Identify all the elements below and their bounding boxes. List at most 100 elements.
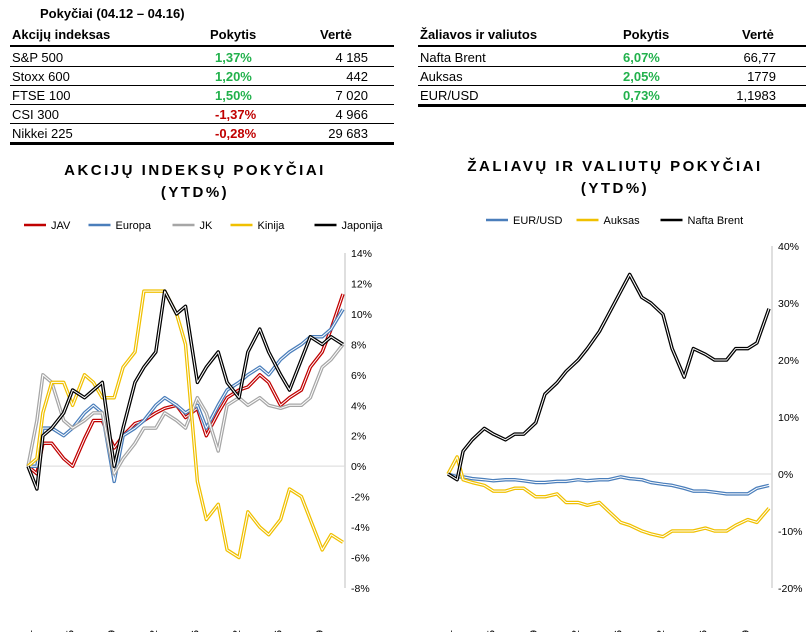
header-divider: [418, 45, 806, 47]
row-value: 66,77: [743, 50, 776, 65]
y-tick-label: 14%: [351, 248, 372, 260]
y-tick-label: 20%: [778, 355, 799, 367]
row-change: 1,50%: [215, 88, 252, 103]
chart-title-commodities: ŽALIAVŲ IR VALIUTŲ POKYČIAI (YTD%): [420, 156, 810, 200]
y-tick-label: 2%: [351, 431, 366, 443]
y-tick-label: -2%: [351, 492, 370, 504]
equity-index-chart: JAV Europa JK Kinija Japonija 14% 12% 10% 8% 6% 4%…: [23, 220, 384, 632]
series-line-inner: [27, 344, 344, 475]
row-change: -1,37%: [215, 107, 257, 122]
row-change: -0,28%: [215, 126, 257, 141]
row-name: S&P 500: [12, 50, 64, 65]
x-tick-label: 01-01: [443, 630, 455, 632]
x-tick-label: 03-12: [231, 630, 243, 632]
period-label: Pokyčiai (04.12 – 04.16): [40, 6, 185, 21]
x-tick-label: 01-15: [65, 630, 77, 632]
row-value: 1,1983: [736, 88, 776, 103]
y-tick-label: 30%: [778, 298, 799, 310]
x-tick-label: 04-09: [314, 630, 326, 632]
series-line: [26, 293, 345, 476]
y-tick-label: 0%: [351, 461, 366, 473]
x-tick-label: 01-01: [23, 630, 35, 632]
legend-label: Kinija: [258, 220, 286, 232]
row-divider: [10, 85, 394, 86]
legend-label: Auksas: [604, 215, 641, 227]
y-tick-label: 4%: [351, 400, 366, 412]
table-row: Stoxx 600 1,20% 442: [10, 67, 394, 86]
y-tick-label: -4%: [351, 522, 370, 534]
row-value: 4 185: [335, 50, 368, 65]
row-value: 29 683: [328, 126, 368, 141]
legend-label: JK: [200, 220, 214, 232]
x-tick-label: 03-26: [273, 630, 285, 632]
table-row: Auksas 2,05% 1779: [418, 67, 806, 86]
row-divider: [418, 66, 806, 67]
y-tick-label: 8%: [351, 339, 366, 351]
row-value: 7 020: [335, 88, 368, 103]
y-tick-label: -6%: [351, 553, 370, 565]
series-line: [447, 272, 771, 482]
legend-label: Europa: [116, 220, 152, 232]
row-change: 0,73%: [623, 88, 660, 103]
x-tick-label: 01-29: [106, 630, 118, 632]
header-change: Pokytis: [210, 27, 257, 42]
row-divider: [10, 123, 394, 124]
series-line-inner: [27, 290, 344, 558]
chart-subtitle: (YTD%): [580, 180, 650, 197]
table-row: Nafta Brent 6,07% 66,77: [418, 48, 806, 67]
x-tick-label: 01-15: [485, 630, 497, 632]
chart-title: AKCIJŲ INDEKSŲ POKYČIAI: [64, 162, 326, 179]
header-index: Akcijų indeksas: [12, 27, 111, 42]
y-tick-label: 12%: [351, 278, 372, 290]
row-divider: [418, 85, 806, 86]
row-divider: [10, 104, 394, 105]
row-change: 1,37%: [215, 50, 252, 65]
row-name: FTSE 100: [12, 88, 71, 103]
series-eur-usd: [447, 472, 770, 496]
row-divider: [10, 142, 394, 143]
table-bottom-border: [10, 143, 394, 145]
x-tick-label: 02-12: [148, 630, 160, 632]
y-tick-label: 10%: [778, 412, 799, 424]
series-kinija: [26, 289, 344, 560]
x-tick-label: 02-26: [613, 630, 625, 632]
x-tick-label: 01-29: [528, 630, 540, 632]
series-line-inner: [447, 473, 770, 495]
series-japonija: [26, 289, 344, 491]
header-change: Pokytis: [623, 27, 670, 42]
row-name: EUR/USD: [420, 88, 479, 103]
series-jk: [26, 343, 345, 476]
table-row: S&P 500 1,37% 4 185: [10, 48, 394, 67]
row-name: Nafta Brent: [420, 50, 486, 65]
table-row: Nikkei 225 -0,28% 29 683: [10, 124, 394, 143]
x-tick-label: 03-26: [697, 630, 709, 632]
table-row: CSI 300 -1,37% 4 966: [10, 105, 394, 124]
y-tick-label: -10%: [778, 526, 803, 538]
x-tick-label: 02-26: [189, 630, 201, 632]
series-line-inner: [27, 290, 344, 490]
y-tick-label: -20%: [778, 583, 803, 595]
series-line-inner: [447, 274, 770, 481]
series-line: [446, 455, 771, 539]
y-tick-label: 6%: [351, 370, 366, 382]
y-tick-label: 10%: [351, 309, 372, 321]
row-value: 442: [346, 69, 368, 84]
y-tick-label: 40%: [778, 241, 799, 253]
table-row: FTSE 100 1,50% 7 020: [10, 86, 394, 105]
legend-label: JAV: [51, 220, 71, 232]
row-change: 6,07%: [623, 50, 660, 65]
header-commodity: Žaliavos ir valiutos: [420, 27, 538, 42]
row-name: Nikkei 225: [12, 126, 73, 141]
row-name: CSI 300: [12, 107, 59, 122]
header-value: Vertė: [320, 27, 352, 42]
legend-label: Nafta Brent: [688, 215, 744, 227]
header-divider: [10, 45, 394, 47]
row-change: 1,20%: [215, 69, 252, 84]
table-row: EUR/USD 0,73% 1,1983: [418, 86, 806, 105]
chart-title-equity: AKCIJŲ INDEKSŲ POKYČIAI (YTD%): [0, 160, 390, 204]
series-nafta-brent: [447, 272, 771, 482]
legend-label: Japonija: [342, 220, 384, 232]
equity-index-table: Pokyčiai (04.12 – 04.16) Akcijų indeksas…: [10, 6, 394, 148]
table-header: Akcijų indeksas Pokytis Vertė: [10, 25, 394, 44]
table-bottom-border: [418, 105, 806, 107]
